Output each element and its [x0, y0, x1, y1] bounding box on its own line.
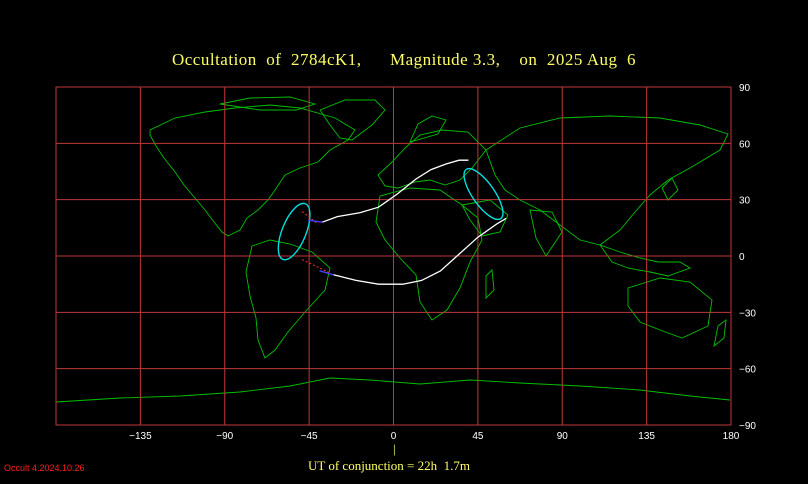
map-title: Occultation of 2784cK1, Magnitude 3.3, o…: [171, 50, 637, 69]
coastline-southeast-asia: [598, 244, 692, 277]
occultation-paths: [277, 159, 507, 285]
latitude-tick-label: −90: [739, 421, 756, 432]
latitude-tick-label: 60: [739, 139, 751, 150]
north-limit-line: [322, 159, 469, 223]
longitude-tick-label: 45: [472, 431, 484, 442]
coastline-north-america: [149, 104, 356, 237]
east-rise-set-oval: [463, 167, 504, 221]
software-version: Occult 4.2024.10.26: [4, 463, 85, 473]
longitude-tick-label: 180: [723, 431, 740, 442]
latitude-tick-label: 0: [739, 252, 745, 263]
coastline-india: [529, 209, 563, 257]
coastline-antarctica: [55, 377, 731, 403]
coordinate-grid: [55, 86, 732, 426]
latitude-tick-label: −60: [739, 365, 756, 376]
latitude-tick-label: −30: [739, 308, 756, 319]
north-extension-blue: [308, 219, 323, 223]
coastline-africa: [375, 187, 483, 321]
south-extension-blue: [319, 270, 334, 276]
coastline-new-zealand: [713, 319, 727, 348]
coastline-japan: [661, 177, 679, 201]
coastline-australia: [627, 277, 713, 339]
conjunction-time: UT of conjunction = 22h 1.7m: [308, 458, 470, 473]
latitude-tick-label: 90: [739, 83, 751, 94]
coastline-south-america: [245, 239, 331, 359]
coastline-asia: [485, 115, 729, 246]
axis-ticks: −135 −90 −45 0 45 90 135 180 90 60 30 0 −30 −60 −90: [129, 83, 756, 442]
longitude-tick-label: −45: [301, 431, 318, 442]
south-extension-red: [301, 259, 330, 274]
west-rise-set-oval: [277, 202, 311, 261]
latitude-tick-label: 30: [739, 196, 751, 207]
coastline-europe: [377, 129, 487, 189]
longitude-tick-label: 135: [638, 431, 655, 442]
longitude-tick-label: 0: [391, 431, 397, 442]
coastline-greenland: [319, 99, 386, 141]
coastline-scandinavia: [409, 115, 447, 143]
south-limit-line: [333, 217, 507, 285]
coastline-arctic-islands: [219, 96, 317, 111]
north-extension-red: [301, 211, 319, 225]
longitude-tick-label: −90: [216, 431, 233, 442]
longitude-tick-label: −135: [129, 431, 152, 442]
longitude-tick-label: 90: [557, 431, 569, 442]
conjunction-marker: |: [393, 441, 396, 456]
coastline-madagascar: [485, 269, 495, 300]
